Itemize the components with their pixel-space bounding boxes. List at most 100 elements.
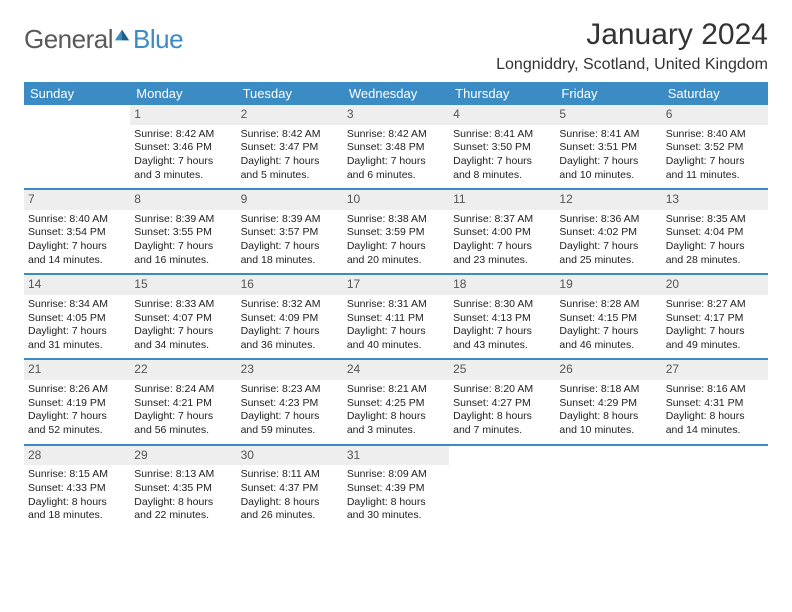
sunrise-text: Sunrise: 8:33 AM (134, 298, 232, 312)
calendar-cell: 26Sunrise: 8:18 AMSunset: 4:29 PMDayligh… (555, 359, 661, 444)
calendar-cell: 5Sunrise: 8:41 AMSunset: 3:51 PMDaylight… (555, 105, 661, 189)
day-number: 4 (449, 105, 555, 125)
daylight-text: Daylight: 7 hours and 25 minutes. (559, 240, 657, 267)
sunset-text: Sunset: 4:25 PM (347, 397, 445, 411)
calendar-cell: 10Sunrise: 8:38 AMSunset: 3:59 PMDayligh… (343, 189, 449, 274)
day-header: Tuesday (237, 82, 343, 105)
day-number: 11 (449, 190, 555, 210)
calendar-cell: 1Sunrise: 8:42 AMSunset: 3:46 PMDaylight… (130, 105, 236, 189)
calendar-cell: 6Sunrise: 8:40 AMSunset: 3:52 PMDaylight… (662, 105, 768, 189)
sunset-text: Sunset: 3:47 PM (241, 141, 339, 155)
sunset-text: Sunset: 3:50 PM (453, 141, 551, 155)
day-number: 30 (237, 446, 343, 466)
sunrise-text: Sunrise: 8:09 AM (347, 468, 445, 482)
day-number: 1 (130, 105, 236, 125)
sunset-text: Sunset: 3:59 PM (347, 226, 445, 240)
calendar-cell: 21 Sunrise: 8:26 AMSunset: 4:19 PMDayligh… (24, 359, 130, 444)
day-header: Saturday (662, 82, 768, 105)
calendar-cell: 27Sunrise: 8:16 AMSunset: 4:31 PMDayligh… (662, 359, 768, 444)
sunset-text: Sunset: 4:00 PM (453, 226, 551, 240)
day-header: Wednesday (343, 82, 449, 105)
calendar-cell (662, 445, 768, 529)
daylight-text: Daylight: 8 hours and 10 minutes. (559, 410, 657, 437)
calendar-cell: 24Sunrise: 8:21 AMSunset: 4:25 PMDayligh… (343, 359, 449, 444)
day-number: 9 (237, 190, 343, 210)
sunrise-text: Sunrise: 8:36 AM (559, 213, 657, 227)
daylight-text: Daylight: 7 hours and 6 minutes. (347, 155, 445, 182)
daylight-text: Daylight: 7 hours and 8 minutes. (453, 155, 551, 182)
calendar-cell: 29Sunrise: 8:13 AMSunset: 4:35 PMDayligh… (130, 445, 236, 529)
sunset-text: Sunset: 3:55 PM (134, 226, 232, 240)
sunset-text: Sunset: 4:39 PM (347, 482, 445, 496)
daylight-text: Daylight: 7 hours and 23 minutes. (453, 240, 551, 267)
daylight-text: Daylight: 8 hours and 7 minutes. (453, 410, 551, 437)
calendar-cell: 22Sunrise: 8:24 AMSunset: 4:21 PMDayligh… (130, 359, 236, 444)
sunset-text: Sunset: 4:11 PM (347, 312, 445, 326)
sunrise-text: Sunrise: 8:27 AM (666, 298, 764, 312)
sunset-text: Sunset: 3:52 PM (666, 141, 764, 155)
day-number: 5 (555, 105, 661, 125)
sunrise-text: Sunrise: 8:26 AM (28, 383, 126, 397)
sunrise-text: Sunrise: 8:39 AM (241, 213, 339, 227)
sunset-text: Sunset: 4:15 PM (559, 312, 657, 326)
day-number: 28 (24, 446, 130, 466)
sunrise-text: Sunrise: 8:32 AM (241, 298, 339, 312)
brand-text-general: General (24, 24, 113, 55)
daylight-text: Daylight: 7 hours and 34 minutes. (134, 325, 232, 352)
day-number: 22 (130, 360, 236, 380)
calendar-cell: 25Sunrise: 8:20 AMSunset: 4:27 PMDayligh… (449, 359, 555, 444)
daylight-text: Daylight: 7 hours and 3 minutes. (134, 155, 232, 182)
brand-mark-icon (113, 26, 131, 44)
daylight-text: Daylight: 8 hours and 22 minutes. (134, 496, 232, 523)
day-number: 3 (343, 105, 449, 125)
location-subtitle: Longniddry, Scotland, United Kingdom (496, 56, 768, 74)
daylight-text: Daylight: 7 hours and 11 minutes. (666, 155, 764, 182)
day-header: Sunday (24, 82, 130, 105)
day-header-row: Sunday Monday Tuesday Wednesday Thursday… (24, 82, 768, 105)
sunrise-text: Sunrise: 8:40 AM (28, 213, 126, 227)
daylight-text: Daylight: 7 hours and 46 minutes. (559, 325, 657, 352)
day-number: 23 (237, 360, 343, 380)
sunrise-text: Sunrise: 8:40 AM (666, 128, 764, 142)
day-number: 27 (662, 360, 768, 380)
day-number: 25 (449, 360, 555, 380)
calendar-table: Sunday Monday Tuesday Wednesday Thursday… (24, 82, 768, 529)
sunrise-text: Sunrise: 8:42 AM (134, 128, 232, 142)
daylight-text: Daylight: 8 hours and 14 minutes. (666, 410, 764, 437)
sunrise-text: Sunrise: 8:41 AM (559, 128, 657, 142)
day-number: 26 (555, 360, 661, 380)
daylight-text: Daylight: 7 hours and 14 minutes. (28, 240, 126, 267)
brand-text-blue: Blue (133, 24, 183, 55)
daylight-text: Daylight: 8 hours and 3 minutes. (347, 410, 445, 437)
day-number: 15 (130, 275, 236, 295)
daylight-text: Daylight: 7 hours and 43 minutes. (453, 325, 551, 352)
day-header: Monday (130, 82, 236, 105)
day-number: 17 (343, 275, 449, 295)
calendar-cell: 8Sunrise: 8:39 AMSunset: 3:55 PMDaylight… (130, 189, 236, 274)
day-number: 21 (24, 360, 130, 380)
sunrise-text: Sunrise: 8:42 AM (241, 128, 339, 142)
day-number: 24 (343, 360, 449, 380)
daylight-text: Daylight: 7 hours and 52 minutes. (28, 410, 126, 437)
sunset-text: Sunset: 4:37 PM (241, 482, 339, 496)
sunset-text: Sunset: 4:19 PM (28, 397, 126, 411)
calendar-week-row: 1Sunrise: 8:42 AMSunset: 3:46 PMDaylight… (24, 105, 768, 189)
sunrise-text: Sunrise: 8:11 AM (241, 468, 339, 482)
sunset-text: Sunset: 4:31 PM (666, 397, 764, 411)
day-number: 18 (449, 275, 555, 295)
calendar-cell: 13Sunrise: 8:35 AMSunset: 4:04 PMDayligh… (662, 189, 768, 274)
calendar-cell: 23Sunrise: 8:23 AMSunset: 4:23 PMDayligh… (237, 359, 343, 444)
sunset-text: Sunset: 4:13 PM (453, 312, 551, 326)
sunrise-text: Sunrise: 8:30 AM (453, 298, 551, 312)
calendar-cell (449, 445, 555, 529)
calendar-week-row: 28Sunrise: 8:15 AMSunset: 4:33 PMDayligh… (24, 445, 768, 529)
day-number: 2 (237, 105, 343, 125)
sunset-text: Sunset: 3:51 PM (559, 141, 657, 155)
calendar-cell: 15Sunrise: 8:33 AMSunset: 4:07 PMDayligh… (130, 274, 236, 359)
calendar-cell: 11Sunrise: 8:37 AMSunset: 4:00 PMDayligh… (449, 189, 555, 274)
sunrise-text: Sunrise: 8:41 AM (453, 128, 551, 142)
calendar-cell: 30Sunrise: 8:11 AMSunset: 4:37 PMDayligh… (237, 445, 343, 529)
calendar-cell: 16Sunrise: 8:32 AMSunset: 4:09 PMDayligh… (237, 274, 343, 359)
day-number: 12 (555, 190, 661, 210)
day-number: 14 (24, 275, 130, 295)
